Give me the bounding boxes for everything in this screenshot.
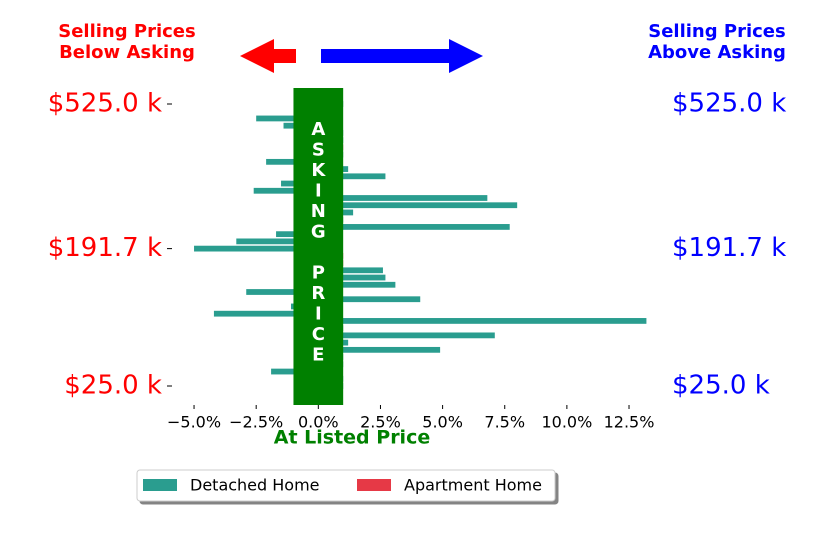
- bar: [253, 187, 319, 194]
- band-letter: P: [312, 263, 325, 284]
- band-letter: R: [311, 283, 325, 304]
- bar: [256, 115, 319, 122]
- x-tick-label: 12.5%: [604, 413, 655, 432]
- band-letter: N: [311, 201, 326, 222]
- legend-label: Apartment Home: [404, 476, 542, 495]
- x-tick-label: 2.5%: [360, 413, 401, 432]
- band-letter: A: [311, 119, 325, 140]
- band-letter: C: [312, 324, 325, 345]
- x-tick-label: 10.0%: [541, 413, 592, 432]
- band-letter: I: [315, 304, 322, 325]
- band-letter: S: [312, 140, 325, 161]
- right-arrow: [321, 39, 483, 73]
- y-tick-label: $191.7 k: [48, 233, 162, 263]
- bar: [266, 158, 319, 165]
- y-tick-label: $525.0 k: [48, 89, 162, 119]
- bar: [318, 332, 495, 339]
- legend-swatch: [357, 479, 391, 491]
- y2-tick-label: $525.0 k: [672, 89, 786, 119]
- band-letter: G: [311, 222, 326, 243]
- left-title: Selling Prices: [58, 21, 195, 42]
- bar: [318, 281, 396, 288]
- bar: [318, 195, 488, 201]
- bar: [318, 318, 647, 324]
- right-title: Above Asking: [648, 42, 786, 63]
- left-arrow: [240, 39, 296, 73]
- bar: [318, 173, 386, 180]
- band-letter: E: [312, 345, 324, 366]
- x-tick-label: 5.0%: [422, 413, 463, 432]
- bar: [318, 296, 421, 303]
- x-axis-label: At Listed Price: [274, 427, 430, 449]
- x-tick-label: 0.0%: [298, 413, 339, 432]
- legend-label: Detached Home: [190, 476, 320, 495]
- legend-box: [136, 469, 556, 502]
- bar: [318, 346, 441, 353]
- bar: [318, 274, 386, 281]
- band-letter: [315, 242, 321, 263]
- x-tick-label: 7.5%: [484, 413, 525, 432]
- x-tick-label: −5.0%: [167, 413, 221, 432]
- band-letter: K: [311, 160, 326, 181]
- band-letter: I: [315, 181, 322, 202]
- x-tick-label: −2.5%: [229, 413, 283, 432]
- bar: [194, 245, 319, 252]
- y2-tick-label: $25.0 k: [672, 371, 770, 401]
- bar: [318, 267, 383, 274]
- right-title: Selling Prices: [648, 21, 785, 42]
- y-tick-label: $25.0 k: [64, 371, 162, 401]
- bar: [236, 238, 319, 245]
- y2-tick-label: $191.7 k: [672, 233, 786, 263]
- legend-swatch: [143, 479, 177, 491]
- bar: [318, 224, 510, 230]
- bar: [213, 310, 319, 317]
- asking-band: [293, 88, 344, 405]
- left-title: Below Asking: [59, 42, 195, 63]
- bar: [318, 202, 518, 209]
- bar: [246, 289, 319, 295]
